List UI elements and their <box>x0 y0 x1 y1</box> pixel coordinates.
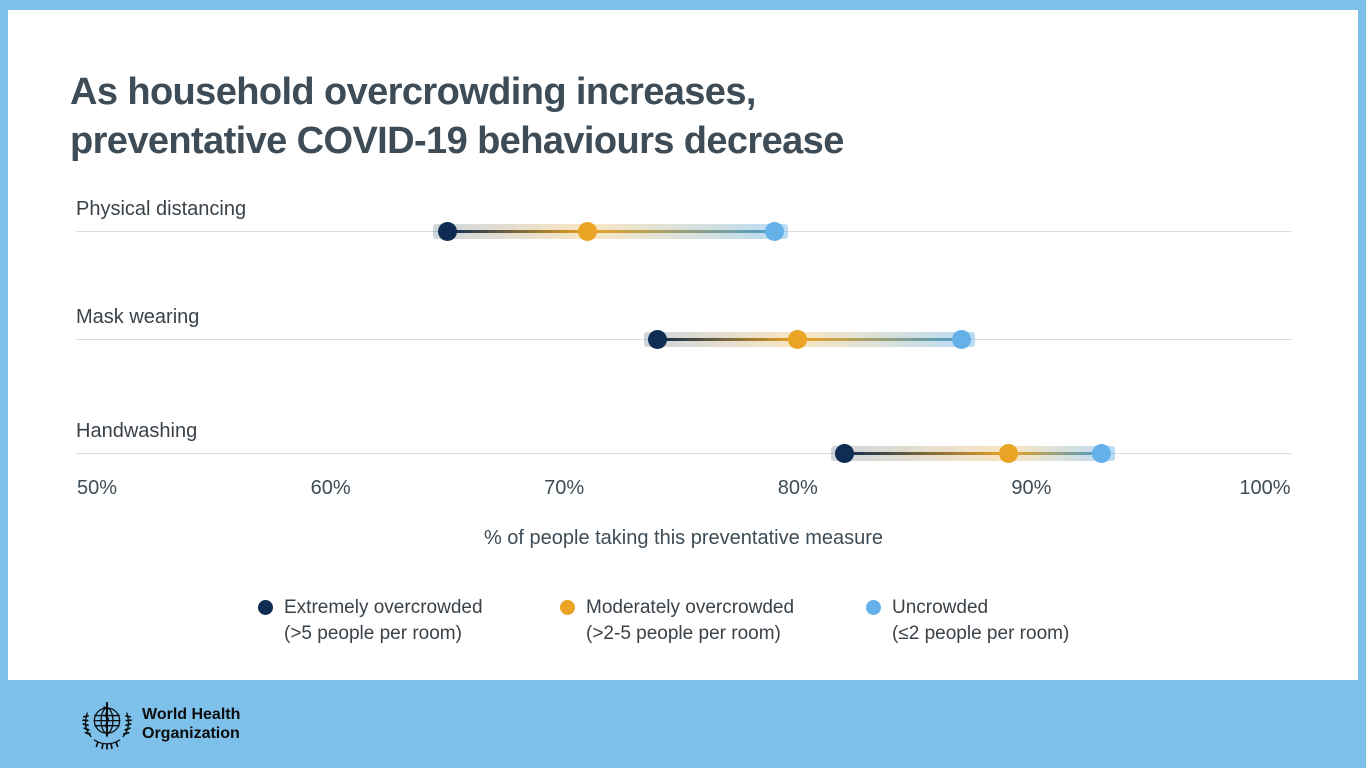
data-point-extremely-overcrowded <box>835 443 855 463</box>
legend-sublabel: (>5 people per room) <box>284 623 462 644</box>
data-point-extremely-overcrowded <box>648 329 668 349</box>
category-label: Physical distancing <box>76 198 247 220</box>
who-footer: World Health Organization <box>80 697 240 751</box>
x-axis-tick: 80% <box>777 477 818 499</box>
legend: Extremely overcrowded (>5 people per roo… <box>8 595 1358 661</box>
legend-label: Extremely overcrowded <box>284 597 483 618</box>
x-axis-tick: 70% <box>544 477 585 499</box>
chart-card: As household overcrowding increases, pre… <box>8 10 1358 680</box>
data-point-uncrowded <box>764 221 784 241</box>
x-axis-label: % of people taking this preventative mea… <box>483 527 884 549</box>
legend-item-extremely-overcrowded: Extremely overcrowded (>5 people per roo… <box>258 595 483 647</box>
data-point-moderately-overcrowded <box>788 329 808 349</box>
legend-item-uncrowded: Uncrowded (≤2 people per room) <box>866 595 1069 647</box>
legend-label: Moderately overcrowded <box>586 597 795 618</box>
legend-label: Uncrowded <box>892 597 989 618</box>
x-axis-tick: 50% <box>76 477 118 499</box>
who-wordmark-line1: World Health <box>142 706 241 723</box>
dumbbell-line <box>447 230 775 233</box>
row-gridline <box>76 453 1291 454</box>
legend-sublabel: (≤2 people per room) <box>892 623 1070 644</box>
who-wordmark: World Health Organization <box>142 705 240 743</box>
data-point-moderately-overcrowded <box>998 443 1018 463</box>
category-label: Mask wearing <box>76 306 200 328</box>
legend-item-moderately-overcrowded: Moderately overcrowded (>2-5 people per … <box>560 595 794 647</box>
data-point-extremely-overcrowded <box>437 221 457 241</box>
legend-sublabel: (>2-5 people per room) <box>586 623 781 644</box>
chart-title-line1: As household overcrowding increases, <box>70 71 756 113</box>
who-wordmark-line2: Organization <box>142 725 240 742</box>
data-point-uncrowded <box>1091 443 1111 463</box>
category-label: Handwashing <box>76 420 198 442</box>
who-emblem-icon <box>82 701 132 750</box>
data-point-moderately-overcrowded <box>578 221 598 241</box>
chart-title-line2: preventative COVID-19 behaviours decreas… <box>70 120 844 162</box>
x-axis-tick: 100% <box>1239 477 1291 499</box>
legend-dot-moderately-overcrowded-icon <box>560 600 575 615</box>
data-point-uncrowded <box>951 329 971 349</box>
legend-dot-extremely-overcrowded-icon <box>258 600 273 615</box>
dumbbell-line <box>844 452 1102 455</box>
x-axis-tick: 90% <box>1011 477 1052 499</box>
chart-title: As household overcrowding increases, pre… <box>70 68 844 166</box>
dumbbell-line <box>657 338 962 341</box>
legend-dot-uncrowded-icon <box>866 600 881 615</box>
x-axis-tick: 60% <box>310 477 351 499</box>
